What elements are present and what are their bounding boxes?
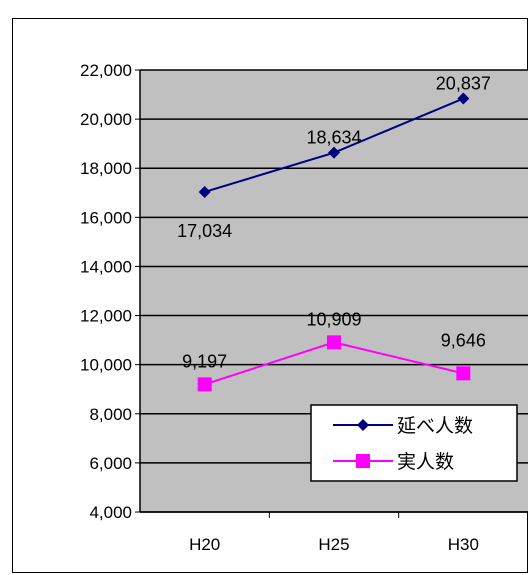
data-label: 10,909 <box>306 309 361 329</box>
data-label: 18,634 <box>306 128 361 148</box>
y-tick-label: 6,000 <box>89 454 132 473</box>
data-point-marker <box>327 335 341 350</box>
y-tick-label: 20,000 <box>80 110 132 129</box>
data-point-marker <box>456 366 471 381</box>
y-tick-label: 8,000 <box>89 405 132 424</box>
data-point-marker <box>457 92 470 105</box>
x-tick-label: H30 <box>448 535 479 554</box>
data-label: 17,034 <box>177 221 232 241</box>
legend-box <box>310 404 518 482</box>
data-label: 9,646 <box>441 330 486 350</box>
x-tick-label: H25 <box>318 535 349 554</box>
y-tick-label: 10,000 <box>80 356 132 375</box>
x-tick-label: H20 <box>189 535 220 554</box>
legend-label: 延べ人数 <box>397 415 473 437</box>
y-tick-label: 16,000 <box>80 208 132 227</box>
y-tick-label: 12,000 <box>80 307 132 326</box>
data-point-marker <box>328 146 340 159</box>
y-tick-label: 4,000 <box>89 503 132 522</box>
legend-marker <box>357 419 369 431</box>
data-label: 9,197 <box>182 351 227 371</box>
data-label: 20,837 <box>436 74 491 94</box>
y-tick-label: 18,000 <box>80 159 132 178</box>
legend-marker <box>356 454 370 468</box>
y-tick-label: 22,000 <box>80 61 132 80</box>
y-tick-label: 14,000 <box>80 257 132 276</box>
data-point-marker <box>198 185 211 198</box>
legend-label: 実人数 <box>397 451 454 473</box>
data-point-marker <box>197 377 212 392</box>
